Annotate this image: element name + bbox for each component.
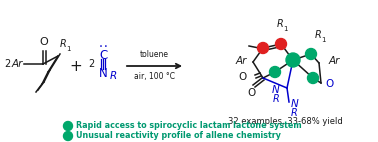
Text: R: R — [60, 39, 67, 49]
Text: 2: 2 — [88, 59, 94, 69]
Text: Unusual reactivity profile of allene chemistry: Unusual reactivity profile of allene che… — [76, 131, 281, 140]
Text: 2: 2 — [4, 59, 10, 69]
Circle shape — [307, 73, 319, 83]
Text: O: O — [239, 72, 247, 82]
Text: ··: ·· — [97, 42, 109, 52]
Text: R: R — [272, 94, 279, 104]
Circle shape — [286, 53, 300, 67]
Text: R: R — [277, 19, 284, 29]
Text: Ar: Ar — [329, 56, 340, 66]
Text: O: O — [40, 37, 48, 47]
Text: Ar: Ar — [12, 59, 23, 69]
Text: O: O — [325, 79, 333, 89]
Circle shape — [270, 66, 280, 78]
Circle shape — [257, 42, 268, 54]
Text: 1: 1 — [283, 26, 288, 32]
Text: +: + — [70, 59, 82, 74]
Text: air, 100 °C: air, 100 °C — [133, 72, 175, 81]
Text: C: C — [99, 49, 107, 61]
Circle shape — [305, 49, 316, 59]
Text: O: O — [247, 88, 255, 98]
Circle shape — [276, 38, 287, 50]
Text: N: N — [99, 66, 107, 80]
Circle shape — [64, 122, 73, 130]
Text: 32 examples, 33-68% yield: 32 examples, 33-68% yield — [228, 117, 342, 127]
Text: Rapid access to spirocyclic lactam lactone system: Rapid access to spirocyclic lactam lacto… — [76, 122, 302, 130]
Text: 1: 1 — [66, 46, 71, 52]
Text: N: N — [291, 99, 299, 109]
Text: R: R — [291, 108, 298, 118]
Text: Ar: Ar — [235, 56, 247, 66]
Text: 1: 1 — [321, 37, 325, 43]
Text: N: N — [271, 85, 279, 95]
Text: R: R — [315, 30, 322, 40]
Circle shape — [64, 131, 73, 140]
Text: R: R — [110, 71, 117, 81]
Text: toluene: toluene — [139, 50, 169, 59]
